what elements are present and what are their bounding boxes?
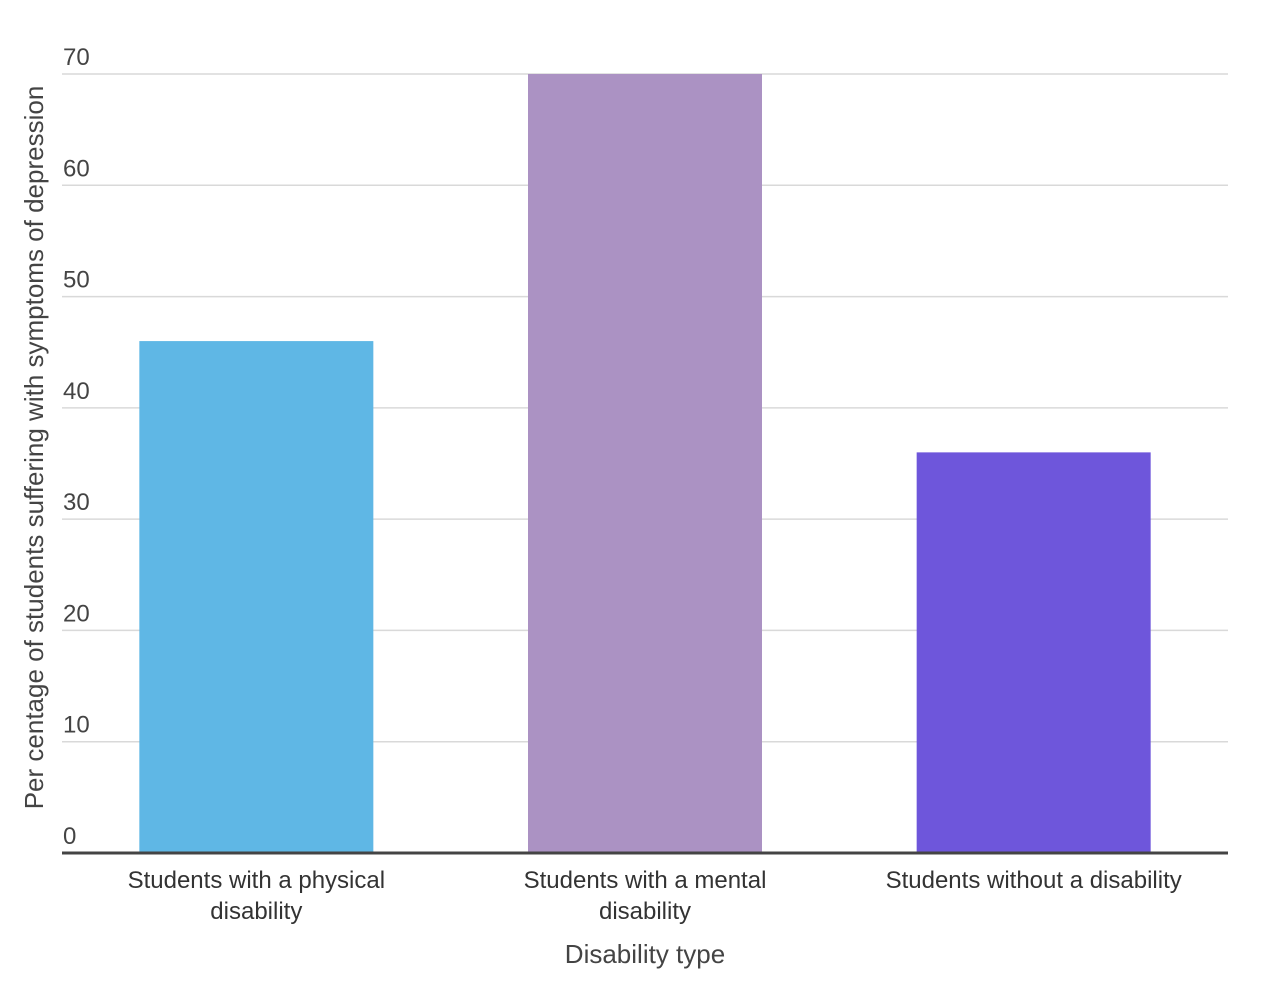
x-tick-label: Students with a mental disability xyxy=(524,867,767,925)
bar-1 xyxy=(139,341,374,853)
y-tick-label: 0 xyxy=(63,823,76,850)
y-tick-label: 10 xyxy=(63,712,90,739)
y-axis-title: Per centage of students suffering with s… xyxy=(19,86,49,810)
y-tick-label: 20 xyxy=(63,600,90,627)
bar-2 xyxy=(528,74,762,853)
y-axis-ticks: 0 10 20 30 40 50 60 70 xyxy=(63,44,90,850)
x-tick-label: Students with a physical disability xyxy=(128,867,385,925)
y-tick-label: 70 xyxy=(63,44,90,71)
x-axis-ticks: Students with a physical disability Studen… xyxy=(128,867,1182,925)
x-tick-label: Students without a disability xyxy=(886,867,1182,894)
bar-3 xyxy=(916,452,1151,853)
bars xyxy=(139,74,1151,853)
y-tick-label: 40 xyxy=(63,378,90,405)
y-tick-label: 50 xyxy=(63,267,90,294)
y-tick-label: 60 xyxy=(63,155,90,182)
y-tick-label: 30 xyxy=(63,489,90,516)
x-axis-title: Disability type xyxy=(565,939,725,969)
